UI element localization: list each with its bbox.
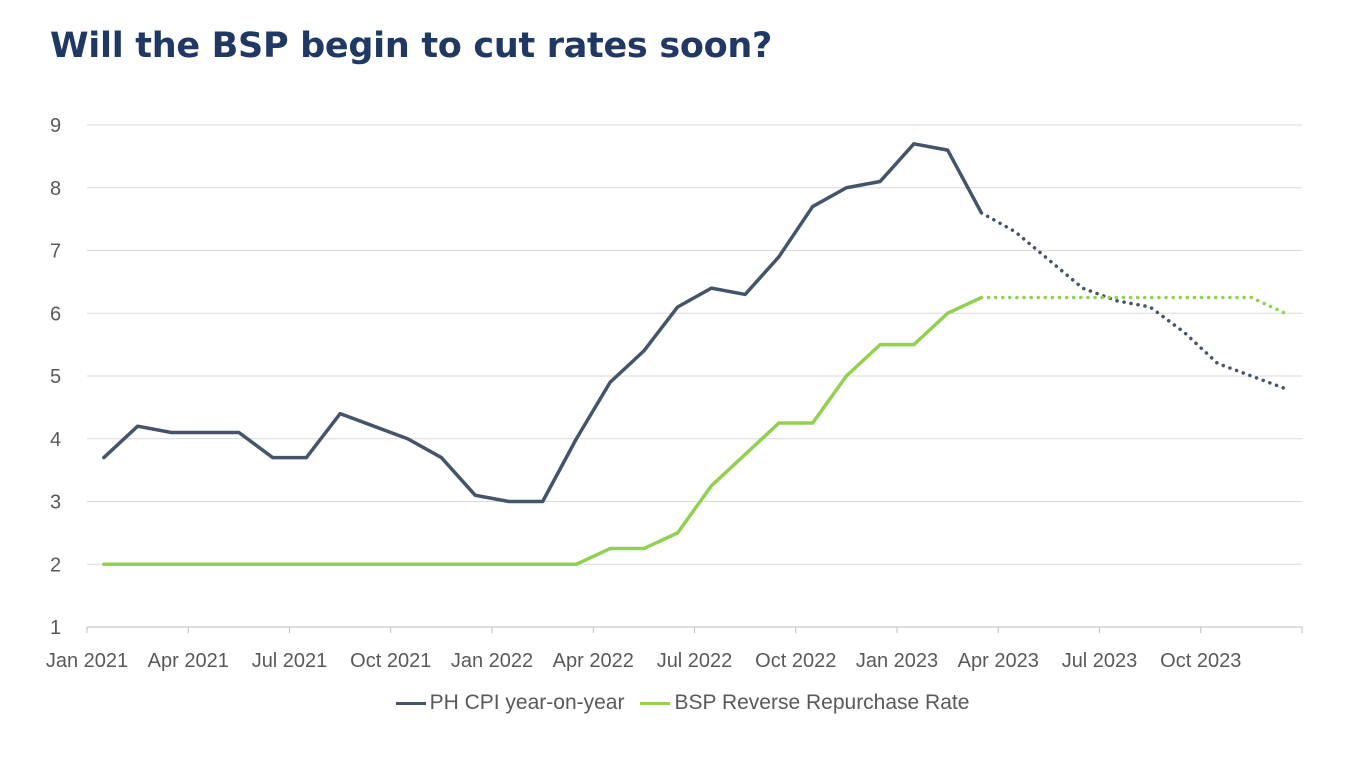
y-tick-label: 4 — [50, 429, 61, 451]
legend-item-cpi: PH CPI year-on-year — [395, 691, 625, 715]
legend-label-cpi: PH CPI year-on-year — [429, 691, 625, 714]
y-tick-label: 3 — [50, 492, 61, 514]
chart-title: Will the BSP begin to cut rates soon? — [50, 26, 772, 66]
x-tick-label: Oct 2023 — [1160, 650, 1241, 672]
y-tick-label: 9 — [50, 115, 61, 137]
x-tick-label: Jul 2022 — [657, 650, 733, 672]
line-chart: 1 2 3 4 5 6 7 8 9 Jan 2021 Apr 2021 Jul 2021 Oct 202… — [46, 115, 1303, 672]
y-tick-label: 8 — [50, 178, 61, 200]
chart-legend: PH CPI year-on-year BSP Reverse Repurcha… — [0, 686, 1365, 720]
x-tick-label: Oct 2022 — [755, 650, 836, 672]
x-tick-label: Jul 2021 — [252, 650, 328, 672]
series-line-1-projection — [979, 295, 1287, 315]
y-tick-label: 2 — [50, 554, 61, 576]
x-tick-label: Apr 2021 — [148, 650, 229, 672]
x-tick-label: Apr 2023 — [958, 650, 1039, 672]
y-tick-label: 7 — [50, 241, 61, 263]
x-tick-label: Oct 2021 — [350, 650, 431, 672]
x-tick-label: Jul 2023 — [1062, 650, 1138, 672]
series-line-0-projection — [979, 211, 1287, 391]
series-line-1-actual — [102, 295, 984, 566]
y-tick-label: 1 — [50, 617, 61, 639]
x-tick-label: Jan 2023 — [856, 650, 938, 672]
series-line-0-actual — [102, 142, 984, 504]
legend-swatch-cpi — [395, 701, 426, 705]
x-tick-label: Jan 2022 — [451, 650, 533, 672]
x-tick-label: Jan 2021 — [46, 650, 128, 672]
y-tick-label: 6 — [50, 303, 61, 325]
legend-label-rrp: BSP Reverse Repurchase Rate — [674, 691, 970, 714]
legend-swatch-rrp — [640, 701, 671, 705]
legend-item-rrp: BSP Reverse Repurchase Rate — [640, 691, 969, 715]
y-tick-label: 5 — [50, 366, 61, 388]
x-tick-label: Apr 2022 — [553, 650, 634, 672]
